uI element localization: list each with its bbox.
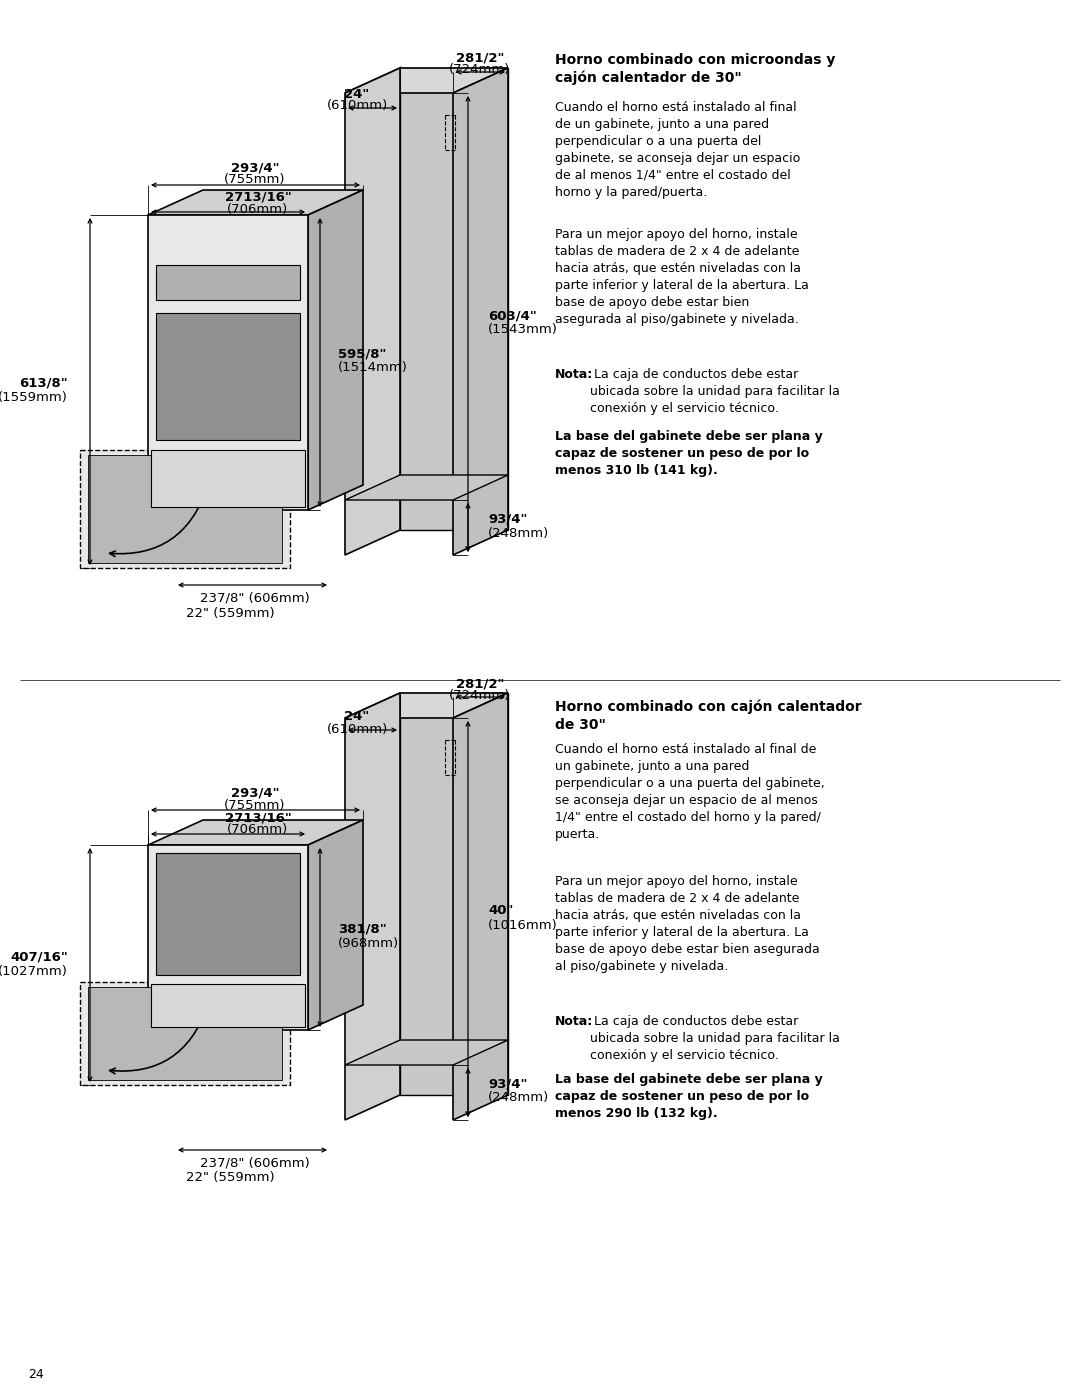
Polygon shape: [87, 455, 282, 563]
Text: (706mm): (706mm): [228, 823, 288, 837]
Polygon shape: [151, 450, 305, 507]
Text: 237/8" (606mm): 237/8" (606mm): [200, 591, 310, 605]
Text: Horno combinado con cajón calentador
de 30": Horno combinado con cajón calentador de …: [555, 700, 862, 732]
Text: Cuando el horno está instalado al final de
un gabinete, junto a una pared
perpen: Cuando el horno está instalado al final …: [555, 743, 825, 841]
Text: (968mm): (968mm): [338, 936, 400, 950]
Polygon shape: [345, 1039, 508, 1065]
Polygon shape: [345, 693, 508, 718]
Text: 24: 24: [28, 1369, 44, 1382]
Text: (1514mm): (1514mm): [338, 362, 408, 374]
Text: (248mm): (248mm): [488, 527, 550, 539]
Polygon shape: [345, 693, 400, 1120]
Text: 24": 24": [345, 88, 369, 101]
Text: (706mm): (706mm): [228, 204, 288, 217]
Text: (1543mm): (1543mm): [488, 324, 558, 337]
Polygon shape: [453, 68, 508, 555]
Text: 24": 24": [345, 711, 369, 724]
Polygon shape: [151, 983, 305, 1027]
Text: 93/4": 93/4": [488, 1077, 527, 1091]
Text: 293/4": 293/4": [231, 162, 280, 175]
Text: Cuando el horno está instalado al final
de un gabinete, junto a una pared
perpen: Cuando el horno está instalado al final …: [555, 101, 800, 198]
Polygon shape: [308, 190, 363, 510]
Text: (248mm): (248mm): [488, 1091, 550, 1105]
Text: (1559mm): (1559mm): [0, 391, 68, 404]
Text: (1016mm): (1016mm): [488, 918, 557, 932]
Text: Para un mejor apoyo del horno, instale
tablas de madera de 2 x 4 de adelante
hac: Para un mejor apoyo del horno, instale t…: [555, 875, 820, 972]
Text: Nota:: Nota:: [555, 367, 593, 381]
Text: La base del gabinete debe ser plana y
capaz de sostener un peso de por lo
menos : La base del gabinete debe ser plana y ca…: [555, 430, 823, 476]
Polygon shape: [156, 265, 300, 300]
Text: Nota:: Nota:: [555, 1016, 593, 1028]
Text: 281/2": 281/2": [456, 678, 504, 690]
Polygon shape: [148, 845, 308, 1030]
Text: 22" (559mm): 22" (559mm): [186, 1172, 274, 1185]
Polygon shape: [87, 988, 282, 1080]
Text: 407/16": 407/16": [10, 950, 68, 964]
Text: (724mm): (724mm): [449, 690, 511, 703]
Polygon shape: [80, 982, 291, 1085]
Text: (724mm): (724mm): [449, 63, 511, 77]
Text: 281/2": 281/2": [456, 52, 504, 64]
Text: (610mm): (610mm): [326, 722, 388, 735]
Polygon shape: [156, 854, 300, 975]
Polygon shape: [400, 68, 508, 529]
Text: Horno combinado con microondas y
cajón calentador de 30": Horno combinado con microondas y cajón c…: [555, 53, 835, 85]
Polygon shape: [400, 693, 508, 1095]
Polygon shape: [148, 190, 363, 215]
Text: La caja de conductos debe estar
ubicada sobre la unidad para facilitar la
conexi: La caja de conductos debe estar ubicada …: [590, 367, 840, 415]
Text: Para un mejor apoyo del horno, instale
tablas de madera de 2 x 4 de adelante
hac: Para un mejor apoyo del horno, instale t…: [555, 228, 809, 326]
Text: 40": 40": [488, 904, 513, 918]
Text: 613/8": 613/8": [19, 377, 68, 390]
Text: (755mm): (755mm): [225, 799, 286, 813]
Text: 237/8" (606mm): 237/8" (606mm): [200, 1157, 310, 1169]
Polygon shape: [345, 68, 508, 94]
Text: 2713/16": 2713/16": [225, 190, 292, 204]
Text: 2713/16": 2713/16": [225, 812, 292, 824]
Text: 595/8": 595/8": [338, 348, 387, 360]
Polygon shape: [345, 68, 400, 555]
Text: 22" (559mm): 22" (559mm): [186, 606, 274, 619]
Polygon shape: [308, 820, 363, 1030]
Text: 603/4": 603/4": [488, 310, 537, 323]
Text: La caja de conductos debe estar
ubicada sobre la unidad para facilitar la
conexi: La caja de conductos debe estar ubicada …: [590, 1016, 840, 1062]
Polygon shape: [345, 475, 508, 500]
Text: (755mm): (755mm): [225, 173, 286, 187]
Polygon shape: [80, 450, 291, 569]
Polygon shape: [148, 820, 363, 845]
Polygon shape: [453, 693, 508, 1120]
Text: 93/4": 93/4": [488, 513, 527, 525]
Text: 381/8": 381/8": [338, 922, 387, 936]
Text: 293/4": 293/4": [231, 787, 280, 799]
Polygon shape: [156, 313, 300, 440]
Text: (610mm): (610mm): [326, 99, 388, 113]
Text: (1027mm): (1027mm): [0, 964, 68, 978]
Polygon shape: [148, 215, 308, 510]
Text: La base del gabinete debe ser plana y
capaz de sostener un peso de por lo
menos : La base del gabinete debe ser plana y ca…: [555, 1073, 823, 1120]
